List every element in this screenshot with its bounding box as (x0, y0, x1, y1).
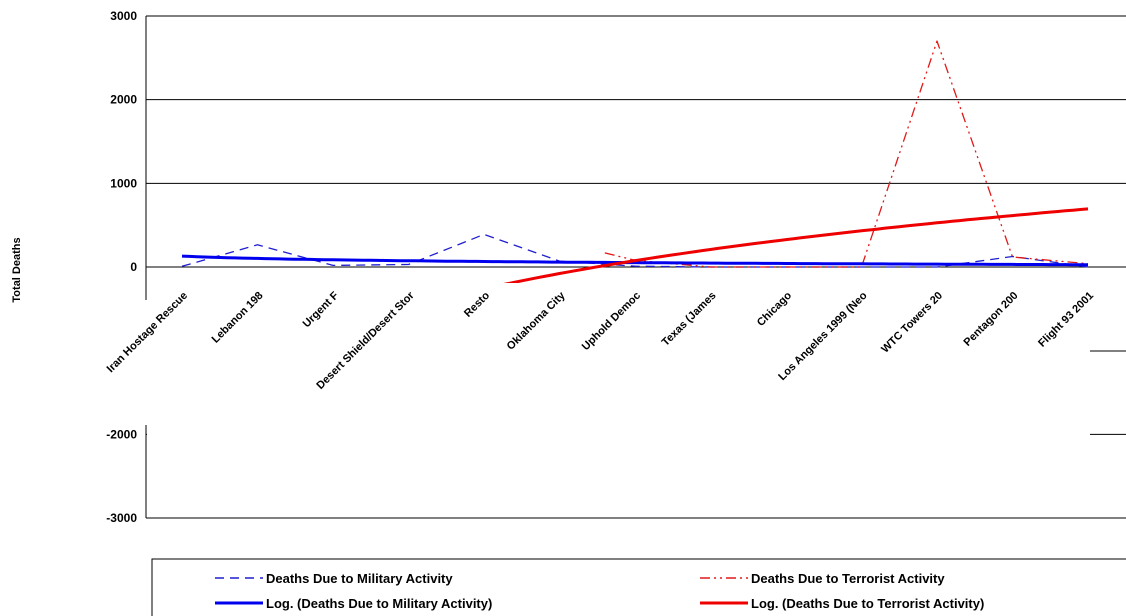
legend-box (151, 558, 1126, 616)
legend-label: Log. (Deaths Due to Military Activity) (266, 596, 492, 611)
y-tick-label: 0 (130, 260, 137, 274)
y-tick-label: 2000 (110, 93, 137, 107)
x-label-band (147, 283, 1090, 435)
y-tick-labels: -3000 -2000 0 1000 2000 3000 (106, 9, 137, 525)
series-line-2 (181, 254, 1088, 267)
x-label-band (1090, 283, 1126, 351)
gridlines (145, 15, 1126, 519)
legend-label: Deaths Due to Terrorist Activity (751, 571, 945, 586)
y-tick-label: -2000 (106, 427, 137, 441)
legend: Deaths Due to Military Activity Deaths Du… (151, 558, 1126, 616)
legend-label: Log. (Deaths Due to Terrorist Activity) (751, 596, 984, 611)
y-tick-label: 1000 (110, 176, 137, 190)
y-tick-label: -3000 (106, 511, 137, 525)
y-axis-label: Total Deaths (11, 237, 23, 302)
series-line-0 (181, 233, 1089, 268)
y-tick-label: 3000 (110, 9, 137, 23)
legend-label: Deaths Due to Military Activity (266, 571, 453, 586)
